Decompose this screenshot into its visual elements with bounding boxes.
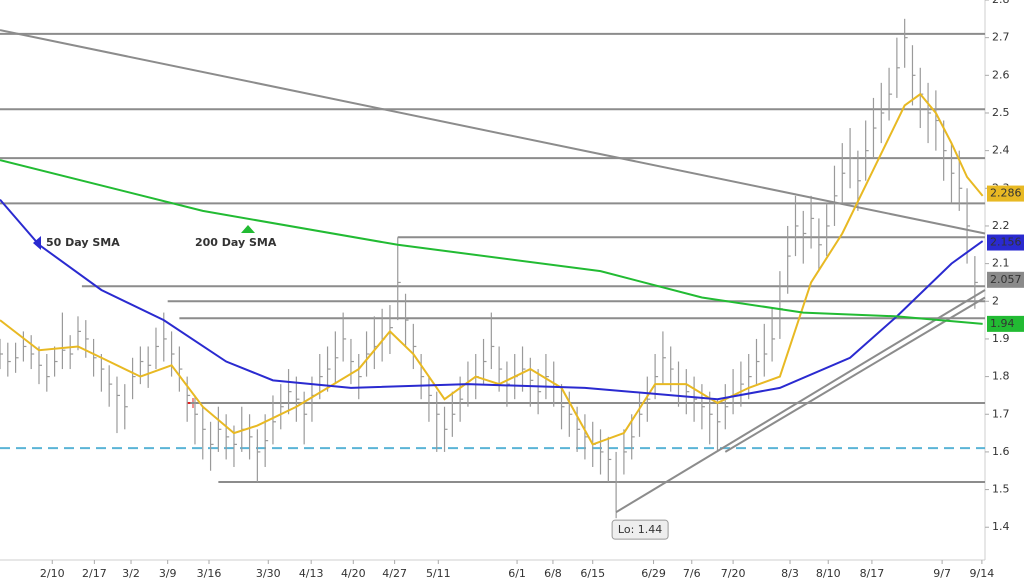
trendline: [724, 296, 986, 453]
price-label: 2.057: [990, 273, 1022, 286]
x-tick-label: 3/30: [256, 567, 281, 580]
x-tick-label: 4/27: [382, 567, 407, 580]
y-tick-label: 1.8: [992, 370, 1010, 383]
y-tick-label: 2.6: [992, 68, 1010, 81]
x-tick-label: 2/17: [82, 567, 107, 580]
y-tick-label: 1.5: [992, 483, 1010, 496]
price-label-box: [987, 271, 1024, 288]
y-tick-label: 2.7: [992, 31, 1010, 44]
moving-average: [0, 198, 984, 401]
x-tick-label: 8/3: [781, 567, 799, 580]
price-label-box: [987, 315, 1024, 332]
trendline: [0, 29, 986, 235]
x-tick-label: 5/11: [426, 567, 451, 580]
moving-average: [0, 159, 983, 325]
x-tick-label: 6/15: [580, 567, 605, 580]
annotation-label: Lo: 1.44: [618, 523, 662, 536]
legend-label: 50 Day SMA: [46, 236, 120, 249]
x-tick-label: 3/2: [122, 567, 140, 580]
price-label: 2.156: [990, 236, 1022, 249]
x-tick-label: 7/20: [721, 567, 746, 580]
annotation-box: [611, 519, 669, 540]
x-tick-label: 2/10: [40, 567, 65, 580]
legend-marker: [241, 225, 255, 233]
y-tick-label: 2.5: [992, 106, 1010, 119]
y-tick-label: 1.4: [992, 520, 1010, 533]
x-tick-label: 8/10: [816, 567, 841, 580]
price-label-box: [987, 234, 1024, 251]
x-tick-label: 9/7: [933, 567, 951, 580]
y-tick-label: 2.2: [992, 219, 1010, 232]
x-tick-label: 6/1: [508, 567, 526, 580]
price-label: 2.286: [990, 187, 1022, 200]
y-tick-label: 1.6: [992, 445, 1010, 458]
price-label: 1.94: [990, 317, 1015, 330]
y-tick-label: 2.8: [992, 0, 1010, 6]
x-tick-label: 3/9: [159, 567, 177, 580]
x-tick-label: 6/29: [641, 567, 666, 580]
x-tick-label: 7/6: [683, 567, 701, 580]
x-tick-label: 9/14: [970, 567, 995, 580]
legend-label: 200 Day SMA: [195, 236, 277, 249]
y-tick-label: 1.9: [992, 332, 1010, 345]
trendline: [615, 289, 986, 514]
moving-average: [0, 92, 984, 446]
price-label-box: [987, 185, 1024, 202]
y-tick-label: 2: [992, 294, 999, 307]
x-tick-label: 8/17: [860, 567, 885, 580]
x-tick-label: 4/20: [341, 567, 366, 580]
y-tick-label: 2.1: [992, 257, 1010, 270]
y-tick-label: 1.7: [992, 407, 1010, 420]
price-bars: [0, 18, 978, 513]
y-tick-label: 2.4: [992, 144, 1010, 157]
x-tick-label: 3/16: [197, 567, 222, 580]
legend-marker: [33, 236, 41, 250]
x-tick-label: 6/8: [544, 567, 562, 580]
x-tick-label: 4/13: [299, 567, 324, 580]
